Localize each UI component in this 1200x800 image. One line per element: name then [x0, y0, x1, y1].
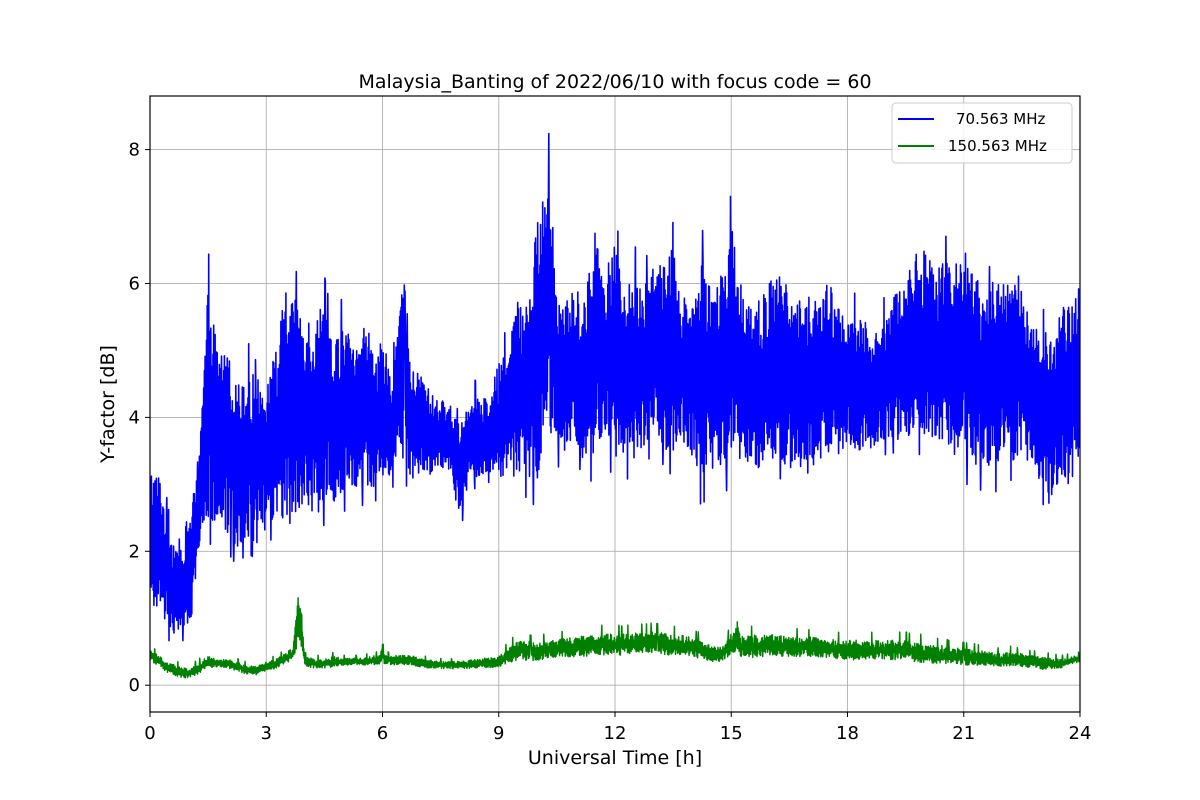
x-tick-label: 15: [720, 723, 743, 744]
y-tick-label: 8: [129, 140, 140, 161]
legend-box: [891, 102, 1073, 164]
x-tick-label: 18: [836, 723, 859, 744]
chart-title: Malaysia_Banting of 2022/06/10 with focu…: [358, 71, 871, 93]
y-ticks: 0 2 4 6 8: [129, 140, 150, 696]
y-tick-label: 2: [129, 541, 140, 562]
y-axis-label: Y-factor [dB]: [97, 345, 119, 464]
x-axis-label: Universal Time [h]: [528, 747, 702, 769]
y-tick-label: 0: [129, 675, 140, 696]
y-tick-label: 4: [129, 407, 140, 428]
legend-label-70mhz: 70.563 MHz: [956, 110, 1045, 128]
x-tick-label: 12: [604, 723, 627, 744]
x-tick-label: 3: [261, 723, 272, 744]
x-ticks: 0 3 6 9 12 15 18 21 24: [144, 712, 1091, 744]
y-tick-label: 6: [129, 273, 140, 294]
x-tick-label: 0: [144, 723, 155, 744]
legend-label-150mhz: 150.563 MHz: [948, 137, 1047, 155]
series-70mhz-line: [150, 132, 1080, 642]
x-tick-label: 9: [493, 723, 504, 744]
x-tick-label: 21: [952, 723, 975, 744]
legend: 70.563 MHz 150.563 MHz: [891, 102, 1073, 164]
series-layer: [150, 132, 1080, 679]
x-tick-label: 24: [1069, 723, 1092, 744]
x-tick-label: 6: [377, 723, 388, 744]
series-150mhz-line: [150, 597, 1080, 679]
